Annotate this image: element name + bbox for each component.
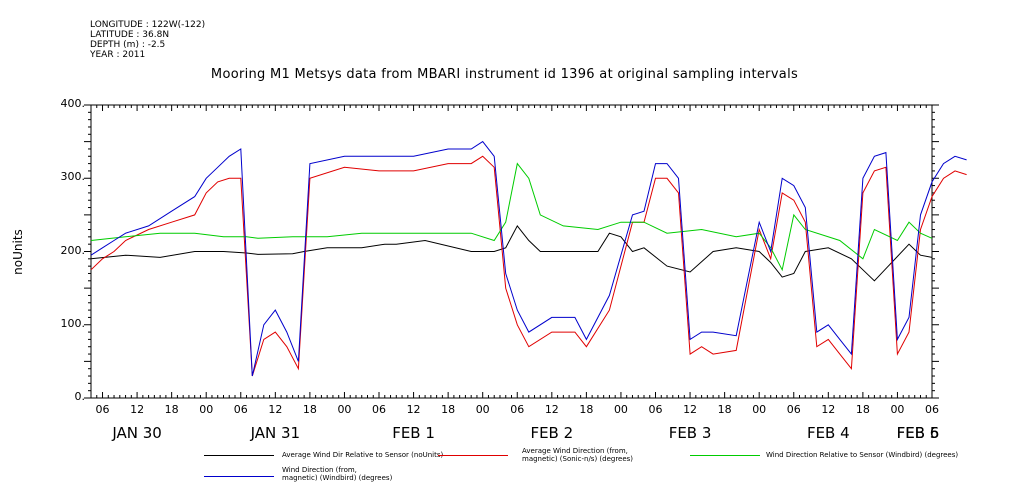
x-hour-label: 12 bbox=[544, 403, 559, 416]
y-tick-label: 100. bbox=[60, 316, 86, 330]
x-hour-label: 18 bbox=[441, 403, 456, 416]
x-day-label: FEB 4 bbox=[806, 424, 850, 442]
x-hour-label: 12 bbox=[130, 403, 145, 416]
chart-title: Mooring M1 Metsys data from MBARI instru… bbox=[210, 67, 799, 82]
x-hour-label: 06 bbox=[233, 403, 248, 416]
legend-swatch-4 bbox=[204, 476, 274, 477]
x-hour-label: 12 bbox=[406, 403, 421, 416]
x-hour-label: 06 bbox=[372, 403, 386, 416]
x-day-label: FEB 2 bbox=[530, 424, 574, 442]
y-tick-label: 200. bbox=[60, 243, 86, 257]
y-tick-label: 0. bbox=[74, 390, 86, 403]
series-line-4 bbox=[90, 140, 967, 377]
longitude-text: LONGITUDE : 122W(-122) bbox=[90, 20, 206, 30]
legend-swatch-2 bbox=[438, 455, 508, 456]
legend-label-2: Average Wind Direction (from, magnetic) … bbox=[522, 447, 634, 463]
y-tick-label: 300. bbox=[60, 170, 86, 184]
x-hour-label: 06 bbox=[925, 403, 939, 416]
x-hour-label: 00 bbox=[752, 403, 767, 416]
legend-label-4: Wind Direction (from, magnetic) (Windbir… bbox=[282, 466, 393, 482]
x-day-label: JAN 31 bbox=[250, 424, 301, 442]
x-hour-label: 06 bbox=[510, 403, 525, 416]
x-hour-label: 18 bbox=[579, 403, 594, 416]
metadata-block: LONGITUDE : 122W(-122) LATITUDE : 36.8N … bbox=[90, 20, 205, 60]
x-hour-label: 06 bbox=[786, 403, 801, 416]
x-day-label: FEB 6 bbox=[896, 424, 940, 442]
x-hour-label: 00 bbox=[199, 403, 214, 416]
x-day-label: FEB 3 bbox=[668, 424, 712, 442]
x-hour-label: 18 bbox=[164, 403, 179, 416]
legend-swatch-3 bbox=[690, 455, 760, 456]
legend-swatch-1 bbox=[204, 455, 274, 456]
x-hour-label: 00 bbox=[890, 403, 905, 416]
x-hour-label: 18 bbox=[855, 403, 870, 416]
latitude-text: LATITUDE : 36.8N bbox=[90, 30, 170, 40]
x-day-label: FEB 1 bbox=[392, 424, 435, 442]
x-hour-label: 00 bbox=[475, 403, 490, 416]
x-hour-label: 12 bbox=[268, 403, 283, 416]
depth-text: DEPTH (m) : -2.5 bbox=[90, 40, 166, 50]
x-day-label: JAN 30 bbox=[112, 424, 162, 442]
x-hour-label: 00 bbox=[613, 403, 628, 416]
legend-label-3: Wind Direction Relative to Sensor (Windb… bbox=[766, 451, 959, 459]
series-line-3 bbox=[90, 162, 933, 272]
legend-label-1: Average Wind Dir Relative to Sensor (noU… bbox=[282, 451, 444, 459]
x-hour-label: 12 bbox=[821, 403, 836, 416]
x-hour-label: 06 bbox=[95, 403, 110, 416]
x-day-label: FEB 5 bbox=[896, 424, 940, 442]
series-line-2 bbox=[90, 155, 967, 377]
series-line-1 bbox=[90, 224, 933, 282]
y-tick-label: 400. bbox=[60, 97, 86, 110]
x-hour-label: 00 bbox=[337, 403, 352, 416]
x-hour-label: 06 bbox=[648, 403, 663, 416]
x-hour-label: 18 bbox=[717, 403, 732, 416]
x-hour-label: 12 bbox=[683, 403, 698, 416]
x-hour-label: 18 bbox=[302, 403, 317, 416]
year-text: YEAR : 2011 bbox=[90, 50, 146, 60]
